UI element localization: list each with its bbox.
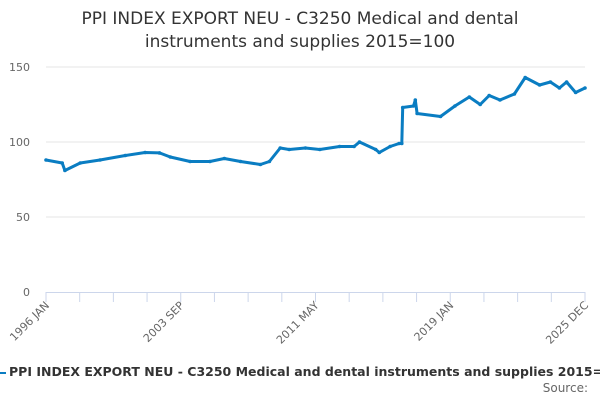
x-tick-label: 2003 SEP: [141, 299, 187, 345]
data-point: [357, 140, 362, 144]
data-point: [453, 104, 457, 108]
data-point: [537, 83, 542, 87]
chart-title-line-1: PPI INDEX EXPORT NEU - C3250 Medical and…: [81, 9, 519, 29]
data-point: [523, 75, 527, 80]
source-label: Source:: [542, 381, 588, 395]
x-tick-label: 2025 DEC: [543, 299, 591, 347]
data-point: [583, 86, 587, 90]
data-point: [123, 153, 128, 158]
data-point: [267, 159, 272, 164]
data-point: [157, 151, 162, 155]
data-point: [388, 144, 392, 149]
chart-title-line-2: instruments and supplies 2015=100: [144, 32, 456, 52]
y-tick-label: 0: [23, 286, 30, 299]
data-point: [98, 158, 102, 162]
data-point: [399, 141, 404, 146]
data-point: [168, 155, 173, 159]
data-point: [415, 111, 419, 116]
data-point: [397, 141, 401, 146]
data-point: [573, 90, 578, 95]
data-point: [222, 156, 227, 161]
data-point: [278, 146, 282, 150]
legend-line-icon: [0, 371, 6, 374]
data-point: [377, 150, 382, 155]
data-point: [188, 159, 192, 164]
data-point: [303, 146, 308, 150]
data-point: [63, 168, 67, 173]
data-point: [548, 80, 553, 84]
y-tick-label: 50: [16, 211, 30, 224]
data-point: [467, 95, 472, 99]
data-point: [557, 86, 562, 90]
chart-title: PPI INDEX EXPORT NEU - C3250 Medical and…: [0, 8, 600, 54]
data-point: [373, 147, 378, 152]
series-line: [45, 76, 586, 172]
data-point: [498, 98, 502, 102]
data-point: [318, 147, 322, 152]
x-tick-label: 1996 JAN: [7, 299, 52, 344]
data-point: [438, 114, 443, 119]
x-tick-label: 2019 JAN: [412, 299, 457, 344]
y-tick-label: 150: [9, 61, 30, 74]
data-point: [143, 150, 147, 155]
y-tick-label: 100: [9, 136, 30, 149]
data-point: [512, 92, 517, 96]
data-point: [287, 147, 291, 152]
data-point: [78, 161, 83, 165]
data-point: [413, 98, 418, 102]
data-point: [258, 162, 263, 167]
data-point: [411, 104, 416, 108]
data-point: [400, 105, 405, 110]
data-point: [564, 80, 569, 84]
data-point: [487, 93, 491, 98]
data-point: [352, 144, 356, 149]
data-point: [208, 159, 212, 164]
data-point: [337, 144, 342, 149]
data-point: [238, 159, 243, 164]
data-point: [44, 158, 48, 162]
x-tick-label: 2011 MAY: [274, 299, 322, 347]
legend-label: PPI INDEX EXPORT NEU - C3250 Medical and…: [9, 364, 600, 379]
legend-item[interactable]: PPI INDEX EXPORT NEU - C3250 Medical and…: [0, 364, 600, 379]
data-point: [478, 102, 482, 107]
data-point: [60, 161, 65, 165]
